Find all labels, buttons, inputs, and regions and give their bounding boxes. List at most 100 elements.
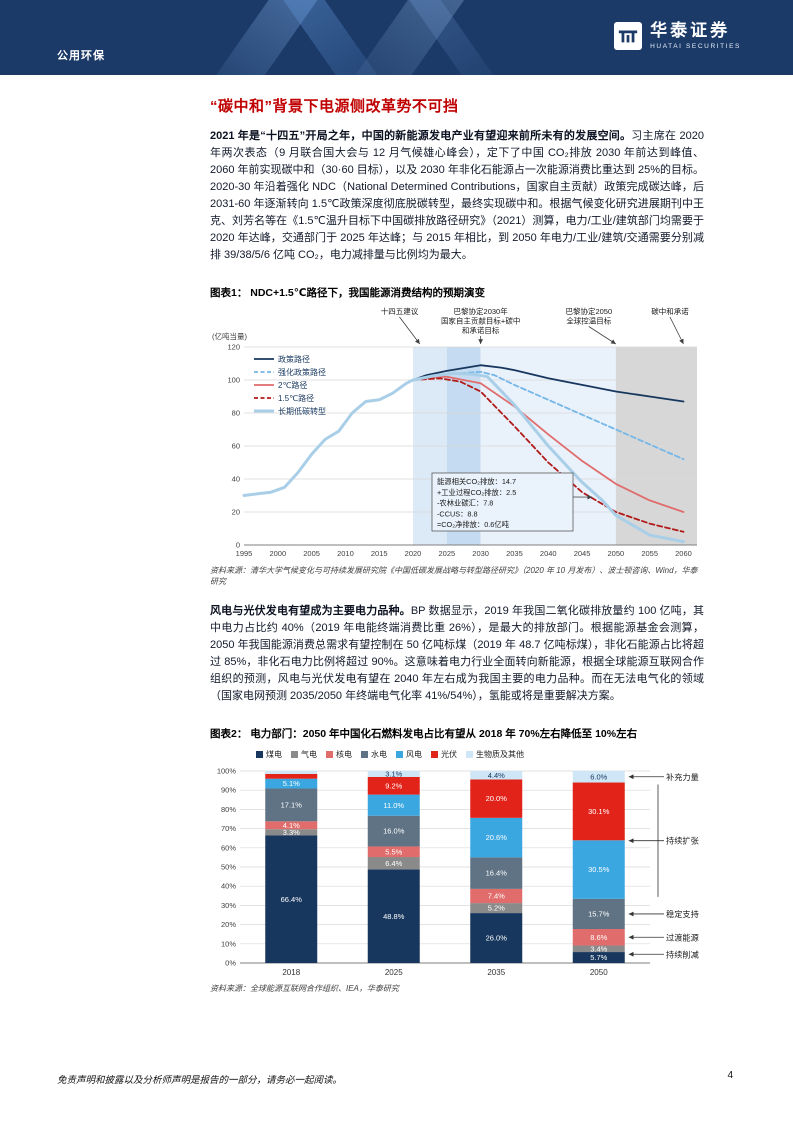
figure2-bar-chart: 0% 10% 20% 30% 40% 50% 60% 70% 80% 90% 100% 2018 66.…: [210, 765, 704, 981]
legend-swatch: [361, 751, 368, 758]
svg-text:40: 40: [232, 475, 240, 484]
brand-logo: 华泰证券 HUATAI SECURITIES: [614, 21, 741, 50]
svg-text:8.6%: 8.6%: [590, 933, 607, 942]
svg-text:2035: 2035: [506, 549, 523, 558]
svg-text:17.1%: 17.1%: [281, 800, 303, 809]
svg-text:50%: 50%: [221, 863, 236, 872]
svg-text:40%: 40%: [221, 882, 236, 891]
svg-text:7.4%: 7.4%: [488, 892, 505, 901]
svg-text:6.4%: 6.4%: [385, 859, 402, 868]
svg-text:90%: 90%: [221, 786, 236, 795]
svg-text:-CCUS：8.8: -CCUS：8.8: [437, 509, 478, 518]
svg-text:补充力量: 补充力量: [666, 772, 699, 782]
legend-item: 水电: [361, 749, 387, 760]
paragraph-2-body: BP 数据显示，2019 年我国二氧化碳排放量约 100 亿吨，其中电力占比约 …: [210, 605, 704, 702]
huatai-logo-icon: [614, 22, 643, 50]
svg-text:11.0%: 11.0%: [383, 801, 404, 810]
svg-text:2040: 2040: [540, 549, 557, 558]
svg-text:10%: 10%: [221, 939, 236, 948]
svg-text:66.4%: 66.4%: [281, 895, 303, 904]
svg-text:碳中和承诺: 碳中和承诺: [651, 306, 689, 316]
svg-text:持续削减: 持续削减: [666, 949, 699, 959]
svg-text:5.1%: 5.1%: [283, 779, 300, 788]
section-title: “碳中和”背景下电源侧改革势不可挡: [210, 98, 459, 115]
svg-text:26.0%: 26.0%: [486, 934, 508, 943]
legend-swatch: [256, 751, 263, 758]
svg-text:9.2%: 9.2%: [385, 781, 402, 790]
svg-text:4.1%: 4.1%: [283, 821, 300, 830]
brand-name-en: HUATAI SECURITIES: [650, 42, 741, 50]
legend-label: 风电: [406, 750, 422, 759]
legend-item: 气电: [291, 749, 317, 760]
svg-text:(亿吨当量): (亿吨当量): [212, 331, 247, 341]
figure2-legend: 煤电 气电 核电 水电 风电 光伏 生物质及其他: [256, 749, 704, 760]
svg-text:80: 80: [232, 409, 240, 418]
svg-text:30.1%: 30.1%: [588, 807, 610, 816]
svg-text:2005: 2005: [303, 549, 320, 558]
legend-item: 煤电: [256, 749, 282, 760]
svg-text:2015: 2015: [371, 549, 388, 558]
svg-text:60%: 60%: [221, 843, 236, 852]
legend-label: 核电: [336, 750, 352, 759]
paragraph-1: 2021 年是“十四五”开局之年，中国的新能源发电产业有望迎来前所未有的发展空间…: [210, 128, 704, 264]
paragraph-2: 风电与光伏发电有望成为主要电力品种。BP 数据显示，2019 年我国二氧化碳排放…: [210, 603, 704, 705]
svg-text:=CO₂净排放：0.6亿吨: =CO₂净排放：0.6亿吨: [437, 520, 510, 529]
svg-text:稳定支持: 稳定支持: [666, 909, 699, 919]
legend-item: 核电: [326, 749, 352, 760]
svg-text:2℃路径: 2℃路径: [278, 380, 307, 390]
legend-label: 煤电: [266, 750, 282, 759]
svg-text:能源相关CO₂排放：14.7: 能源相关CO₂排放：14.7: [437, 477, 516, 486]
page-number: 4: [727, 1070, 733, 1081]
svg-text:持续扩张: 持续扩张: [666, 836, 699, 846]
footer-disclaimer: 免责声明和披露以及分析师声明是报告的一部分，请务必一起阅读。: [57, 1075, 343, 1086]
svg-text:2010: 2010: [337, 549, 354, 558]
svg-text:强化政策路径: 强化政策路径: [278, 367, 326, 377]
svg-text:2018: 2018: [282, 968, 300, 977]
svg-text:100: 100: [227, 376, 240, 385]
legend-swatch: [431, 751, 438, 758]
svg-text:16.4%: 16.4%: [486, 869, 508, 878]
svg-text:5.5%: 5.5%: [385, 847, 402, 856]
svg-text:政策路径: 政策路径: [278, 354, 310, 364]
svg-text:2045: 2045: [574, 549, 591, 558]
legend-swatch: [466, 751, 473, 758]
svg-text:20: 20: [232, 508, 240, 517]
svg-text:15.7%: 15.7%: [588, 910, 610, 919]
svg-text:6.0%: 6.0%: [590, 772, 607, 781]
svg-text:巴黎协定2050: 巴黎协定2050: [565, 306, 612, 316]
brand-name-cn: 华泰证券: [650, 21, 731, 41]
svg-text:70%: 70%: [221, 824, 236, 833]
svg-text:十四五建议: 十四五建议: [381, 306, 419, 316]
svg-text:48.8%: 48.8%: [383, 912, 405, 921]
paragraph-2-lead: 风电与光伏发电有望成为主要电力品种。: [210, 605, 411, 617]
svg-text:3.4%: 3.4%: [590, 944, 607, 953]
report-category: 公用环保: [57, 50, 105, 62]
svg-text:4.4%: 4.4%: [488, 771, 505, 780]
paragraph-1-lead: 2021 年是“十四五”开局之年，中国的新能源发电产业有望迎来前所未有的发展空间…: [210, 130, 632, 142]
report-content: “碳中和”背景下电源侧改革势不可挡 2021 年是“十四五”开局之年，中国的新能…: [210, 75, 704, 994]
svg-text:3.3%: 3.3%: [283, 828, 300, 837]
svg-text:20.0%: 20.0%: [486, 794, 508, 803]
svg-text:0%: 0%: [225, 959, 236, 968]
svg-text:2025: 2025: [438, 549, 455, 558]
legend-item: 光伏: [431, 749, 457, 760]
svg-text:2000: 2000: [269, 549, 286, 558]
legend-swatch: [326, 751, 333, 758]
svg-text:巴黎协定2030年: 巴黎协定2030年: [454, 306, 509, 316]
svg-text:2050: 2050: [608, 549, 625, 558]
svg-text:2050: 2050: [590, 968, 608, 977]
svg-text:20%: 20%: [221, 920, 236, 929]
paragraph-1-body: 习主席在 2020 年两次表态（9 月联合国大会与 12 月气候雄心峰会），定下…: [210, 130, 704, 261]
svg-text:1995: 1995: [236, 549, 253, 558]
legend-label: 水电: [371, 750, 387, 759]
svg-text:5.7%: 5.7%: [590, 953, 607, 962]
svg-text:80%: 80%: [221, 805, 236, 814]
svg-text:60: 60: [232, 442, 240, 451]
figure1-source: 资料来源：清华大学气候变化与可持续发展研究院《中国低碳发展战略与转型路径研究》（…: [210, 566, 698, 586]
svg-text:2030: 2030: [472, 549, 489, 558]
svg-text:2025: 2025: [385, 968, 403, 977]
svg-text:和承诺目标: 和承诺目标: [462, 325, 500, 335]
svg-text:+工业过程CO₂排放：2.5: +工业过程CO₂排放：2.5: [437, 488, 516, 497]
brand-text: 华泰证券 HUATAI SECURITIES: [650, 21, 741, 50]
